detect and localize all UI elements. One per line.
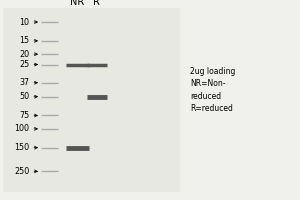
Text: 25: 25 (19, 60, 29, 69)
Text: R: R (93, 0, 100, 7)
Text: 150: 150 (14, 143, 29, 152)
Text: 250: 250 (14, 167, 29, 176)
Text: 37: 37 (20, 78, 29, 87)
Text: 50: 50 (20, 92, 29, 101)
Text: 20: 20 (20, 50, 29, 59)
Text: 100: 100 (15, 124, 29, 133)
Text: 75: 75 (19, 111, 29, 120)
Text: 2ug loading
NR=Non-
reduced
R=reduced: 2ug loading NR=Non- reduced R=reduced (190, 67, 236, 113)
Text: 10: 10 (20, 18, 29, 27)
Text: 15: 15 (20, 36, 29, 45)
Text: NR: NR (70, 0, 85, 7)
